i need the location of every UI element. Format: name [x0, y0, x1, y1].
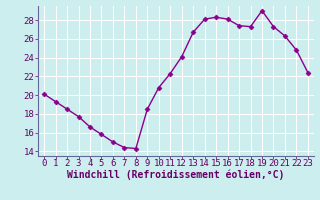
X-axis label: Windchill (Refroidissement éolien,°C): Windchill (Refroidissement éolien,°C): [67, 169, 285, 180]
